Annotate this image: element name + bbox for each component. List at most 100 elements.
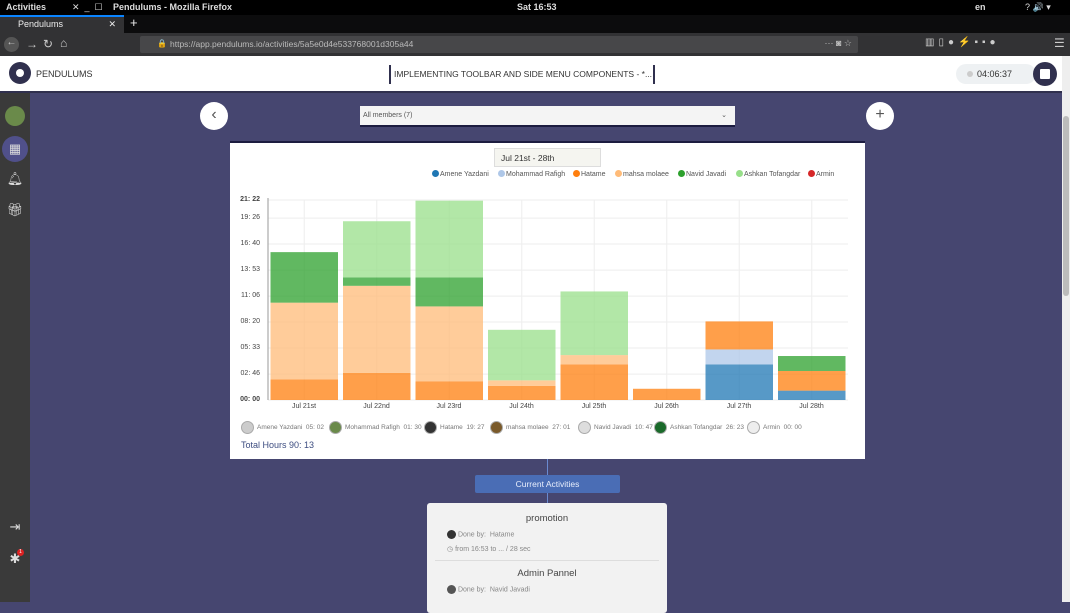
legend-item[interactable]: Ashkan Tofangdar (736, 170, 800, 178)
member-time: 05: 02 (305, 424, 324, 432)
avatar (490, 421, 503, 434)
member-total[interactable]: Ashkan Tofangdar 26: 23 (654, 421, 744, 434)
clock-icon: ◷ (447, 546, 454, 553)
bar-segment[interactable] (778, 356, 846, 371)
bar-segment[interactable] (705, 321, 774, 350)
member-time: 19: 27 (466, 424, 485, 432)
gift-icon[interactable]: 🎁︎ (6, 202, 24, 217)
member-total[interactable]: Mohammad Rafigh 01: 30 (329, 421, 422, 434)
legend-label: Hatame (581, 171, 606, 178)
y-tick-label: 16: 40 (240, 239, 260, 247)
bar-segment[interactable] (415, 381, 484, 400)
legend-item[interactable]: Mohammad Rafigh (498, 170, 565, 178)
member-name: Hatame (440, 424, 463, 432)
bug-report-icon[interactable]: ✱ 1 (5, 549, 25, 569)
previous-week-button[interactable]: ‹ (200, 102, 228, 130)
bar-segment[interactable] (415, 277, 484, 307)
window-title[interactable]: Pendulums - Mozilla Firefox (113, 2, 233, 12)
bar-segment[interactable] (343, 285, 411, 373)
url-bar[interactable]: 🔒 https://app.pendulums.io/activities/5a… (140, 36, 858, 53)
legend-item[interactable]: Navid Javadi (678, 170, 726, 178)
pendulums-logo[interactable] (9, 62, 31, 84)
browser-tab[interactable]: Pendulums ✕ (0, 15, 124, 33)
bar-segment[interactable] (705, 364, 774, 400)
new-tab-icon[interactable]: + (130, 15, 138, 30)
bar-segment[interactable] (560, 364, 629, 400)
activities-button[interactable]: Activities (6, 2, 47, 12)
x-tick-label: Jul 24th (509, 403, 534, 410)
menu-icon[interactable]: ☰ (1054, 36, 1065, 50)
legend-item[interactable]: Amene Yazdani (432, 170, 489, 178)
legend-label: Armin (816, 171, 835, 178)
current-activities-button[interactable]: Current Activities (475, 475, 620, 493)
member-total[interactable]: Navid Javadi 10: 47 (578, 421, 653, 434)
bar-segment[interactable] (633, 388, 701, 400)
timer-text: 04:06:37 (977, 69, 1013, 79)
member-time: 26: 23 (725, 424, 744, 432)
dashboard-icon[interactable]: ▦ (2, 136, 28, 162)
bar-segment[interactable] (488, 329, 556, 381)
member-name: Mohammad Rafigh (345, 424, 400, 432)
forward-icon[interactable]: → (26, 37, 38, 51)
os-top-bar: Activities ✕ _ ☐ Pendulums - Mozilla Fir… (0, 0, 1070, 15)
bar-segment[interactable] (343, 372, 411, 400)
notification-badge: 1 (17, 549, 24, 556)
bar-segment[interactable] (488, 380, 556, 386)
project-title[interactable]: IMPLEMENTING TOOLBAR AND SIDE MENU COMPO… (389, 65, 655, 84)
legend-label: Navid Javadi (686, 171, 727, 178)
bar-segment[interactable] (270, 252, 339, 303)
bar-segment[interactable] (778, 370, 846, 391)
members-select-value: All members (7) (363, 112, 413, 119)
bar-segment[interactable] (343, 221, 411, 278)
bar-segment[interactable] (415, 200, 484, 278)
legend-item[interactable]: mahsa molaee (615, 170, 669, 178)
bookmark-star-icon[interactable]: ··· ◙ ☆ (824, 38, 853, 48)
member-total[interactable]: Hatame 19: 27 (424, 421, 484, 434)
notifications-icon[interactable]: 🔔︎ (6, 171, 24, 186)
side-menu: ▦ 🔔︎ 🎁︎ ⇥ ✱ 1 (0, 93, 30, 602)
x-tick-label: Jul 21st (291, 403, 317, 410)
date-range-picker[interactable]: Jul 21st - 28th (494, 148, 601, 167)
bar-segment[interactable] (705, 349, 774, 365)
extension-icons[interactable]: ▥▯●⚡▪▪● (925, 37, 1000, 48)
bar-segment[interactable] (778, 390, 846, 400)
back-icon[interactable]: ← (4, 37, 19, 52)
bar-segment[interactable] (415, 306, 484, 382)
system-tray-icons[interactable]: ? 🔊 ▾ (1025, 2, 1051, 12)
member-total[interactable]: Armin 00: 00 (747, 421, 802, 434)
brand-name: PENDULUMS (36, 69, 93, 79)
member-total[interactable]: Amene Yazdani 05: 02 (241, 421, 324, 434)
stop-icon (1040, 69, 1050, 79)
reload-icon[interactable]: ↻ (43, 37, 54, 51)
legend-swatch (808, 170, 815, 177)
bar-segment[interactable] (560, 355, 629, 365)
legend-item[interactable]: Armin (808, 170, 834, 178)
home-icon[interactable]: ⌂ (60, 36, 68, 50)
close-tab-icon[interactable]: ✕ (108, 19, 116, 29)
avatar (578, 421, 591, 434)
member-total[interactable]: mahsa molaee 27: 01 (490, 421, 570, 434)
x-tick-label: Jul 26th (654, 403, 679, 410)
add-button[interactable]: + (866, 102, 894, 130)
logout-icon[interactable]: ⇥ (9, 519, 21, 534)
y-tick-label: 05: 33 (240, 344, 260, 352)
member-time: 01: 30 (403, 424, 422, 432)
bar-segment[interactable] (270, 379, 339, 400)
bar-segment[interactable] (560, 291, 629, 356)
bar-segment[interactable] (488, 385, 556, 400)
stop-timer-button[interactable] (1033, 62, 1057, 86)
language-indicator[interactable]: en (975, 2, 986, 12)
page-scrollbar[interactable] (1062, 56, 1070, 602)
bar-segment[interactable] (343, 277, 411, 286)
legend-item[interactable]: Hatame (573, 170, 606, 178)
clock[interactable]: Sat 16:53 (517, 2, 557, 12)
window-controls[interactable]: ✕ _ ☐ (72, 2, 103, 12)
bar-segment[interactable] (270, 302, 339, 380)
activity-title[interactable]: Admin Pannel (517, 568, 577, 579)
y-tick-label: 19: 26 (240, 214, 260, 222)
members-select[interactable]: All members (7) ⌄ (360, 106, 735, 127)
user-avatar[interactable] (5, 106, 25, 126)
activity-title[interactable]: promotion (525, 513, 569, 524)
member-time: 27: 01 (552, 424, 571, 432)
app-header: PENDULUMS IMPLEMENTING TOOLBAR AND SIDE … (0, 56, 1062, 93)
